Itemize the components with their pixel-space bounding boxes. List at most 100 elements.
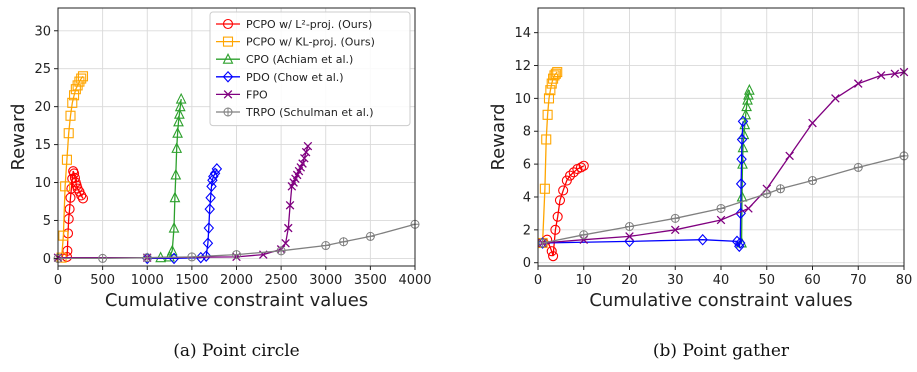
data-point bbox=[552, 67, 563, 78]
data-point bbox=[575, 162, 587, 173]
data-point bbox=[211, 163, 223, 175]
data-point bbox=[579, 230, 589, 240]
legend-entry: CPO (Achiam et al.) bbox=[216, 52, 353, 66]
panel-point-gather: 0 10 20 30 40 50 60 70 80 0 2 4 6 8 10 12 14 Cumulative c… bbox=[488, 7, 912, 361]
legend-entry: PCPO w/ L²-proj. (Ours) bbox=[216, 18, 372, 31]
data-point bbox=[549, 70, 560, 81]
legend-label: PDO (Chow et al.) bbox=[246, 71, 344, 84]
data-point bbox=[365, 231, 375, 241]
x-tick-label: 2000 bbox=[220, 273, 253, 288]
data-point bbox=[77, 71, 89, 82]
data-point bbox=[72, 80, 83, 91]
data-point bbox=[734, 237, 746, 249]
y-tick-label: 20 bbox=[34, 100, 51, 115]
data-point bbox=[300, 153, 309, 163]
data-point bbox=[738, 128, 750, 140]
data-point bbox=[69, 172, 81, 184]
data-point bbox=[303, 141, 313, 151]
data-point bbox=[200, 250, 212, 262]
x-tick-label: 1000 bbox=[131, 273, 164, 288]
legend-label: PCPO w/ L²-proj. (Ours) bbox=[246, 18, 372, 31]
panel-caption: (a) Point circle bbox=[173, 341, 300, 361]
data-point bbox=[173, 108, 185, 119]
data-point bbox=[775, 184, 785, 194]
data-point bbox=[568, 167, 579, 178]
data-point bbox=[537, 237, 548, 249]
x-axis-label: Cumulative constraint values bbox=[105, 290, 368, 311]
data-point bbox=[831, 94, 840, 103]
data-point bbox=[736, 133, 748, 146]
data-point bbox=[285, 201, 295, 210]
data-point bbox=[697, 233, 708, 246]
legend-marker bbox=[222, 18, 234, 30]
y-tick-label: 10 bbox=[34, 176, 51, 191]
legend-marker bbox=[222, 70, 234, 83]
data-point bbox=[741, 100, 753, 112]
data-point bbox=[808, 176, 817, 186]
series-line bbox=[60, 75, 84, 258]
x-tick-label: 3000 bbox=[309, 273, 342, 288]
data-point bbox=[853, 79, 863, 88]
data-point bbox=[174, 100, 186, 112]
data-point bbox=[171, 142, 183, 153]
series-line bbox=[541, 71, 558, 244]
x-tick-label: 50 bbox=[758, 273, 775, 288]
data-point bbox=[853, 162, 863, 172]
data-point bbox=[206, 180, 217, 193]
x-axis-label: Cumulative constraint values bbox=[589, 290, 852, 311]
data-point bbox=[550, 224, 561, 235]
legend-entry: TRPO (Schulman et al.) bbox=[216, 106, 374, 119]
y-tick-label: 14 bbox=[514, 26, 531, 41]
series-trpo-schulman-et-al bbox=[53, 219, 420, 263]
data-point bbox=[58, 230, 69, 241]
data-point bbox=[76, 73, 87, 84]
data-point bbox=[542, 109, 553, 120]
data-point bbox=[548, 251, 559, 262]
data-point bbox=[69, 90, 80, 101]
data-point bbox=[736, 190, 748, 202]
data-point bbox=[716, 215, 726, 225]
panel-point-circle: 0 500 1000 1500 2000 2500 3000 3500 4000 0 5 10 15 20… bbox=[8, 7, 432, 361]
series-fpo bbox=[53, 141, 313, 262]
legend-marker bbox=[222, 36, 234, 47]
data-point bbox=[204, 203, 215, 215]
data-point bbox=[554, 195, 566, 206]
data-point bbox=[808, 118, 817, 128]
y-tick-label: 15 bbox=[34, 138, 51, 153]
data-point bbox=[65, 110, 76, 121]
data-point bbox=[578, 160, 589, 171]
data-point bbox=[731, 235, 743, 248]
data-point bbox=[74, 76, 85, 87]
data-point bbox=[283, 223, 293, 233]
legend-marker bbox=[223, 107, 233, 117]
x-tick-label: 2500 bbox=[265, 273, 298, 288]
data-point bbox=[541, 134, 552, 145]
y-tick-label: 30 bbox=[34, 24, 51, 39]
y-axis-label: Reward bbox=[488, 103, 509, 170]
data-point bbox=[735, 178, 747, 190]
data-point bbox=[734, 240, 745, 253]
legend-label: TRPO (Schulman et al.) bbox=[245, 106, 374, 119]
x-tick-label: 1500 bbox=[175, 273, 208, 288]
data-point bbox=[670, 225, 680, 235]
legend-box bbox=[209, 11, 411, 127]
x-tick-label: 0 bbox=[534, 273, 542, 288]
data-point bbox=[173, 115, 184, 127]
series-line bbox=[542, 155, 905, 244]
y-tick-label: 6 bbox=[523, 158, 531, 173]
data-point bbox=[552, 211, 563, 222]
data-point bbox=[735, 207, 746, 220]
data-point bbox=[298, 159, 307, 168]
data-point bbox=[561, 175, 572, 186]
series-line bbox=[160, 99, 182, 259]
data-point bbox=[169, 191, 181, 203]
data-point bbox=[232, 250, 241, 260]
x-tick-label: 3500 bbox=[354, 273, 387, 288]
data-point bbox=[625, 232, 634, 241]
y-tick-label: 10 bbox=[514, 92, 531, 107]
data-point bbox=[170, 168, 182, 180]
legend-label: FPO bbox=[246, 88, 268, 101]
y-tick-label: 4 bbox=[523, 190, 531, 205]
legend-label: CPO (Achiam et al.) bbox=[246, 53, 353, 66]
